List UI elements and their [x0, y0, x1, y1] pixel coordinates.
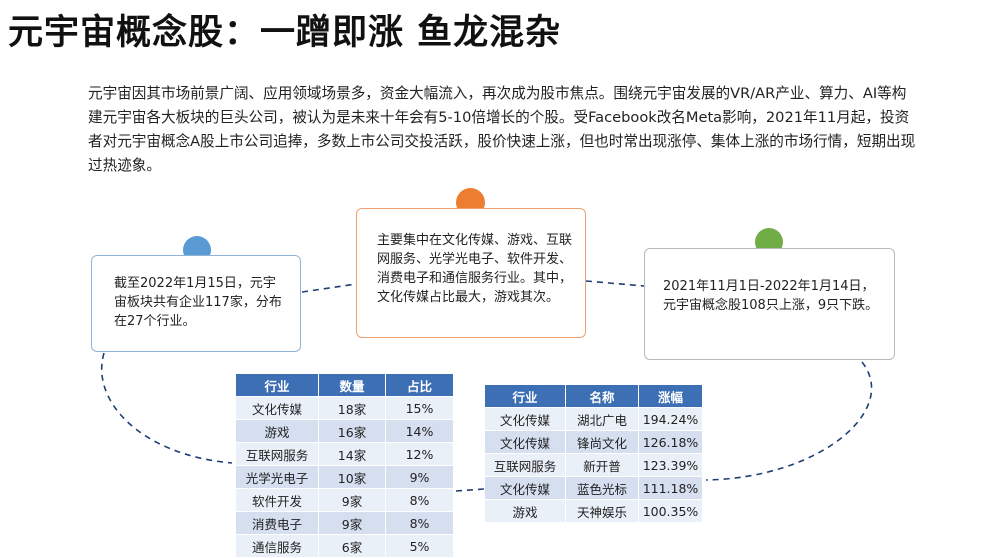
- column-header: 行业: [235, 373, 319, 397]
- cell-industry: 文化传媒: [484, 407, 566, 431]
- cell-count: 18家: [318, 396, 386, 420]
- cell-count: 16家: [318, 419, 386, 443]
- cell-count: 9家: [318, 488, 386, 512]
- table-row: 文化传媒 湖北广电 194.24%: [484, 407, 703, 431]
- table-row: 文化传媒 18家 15%: [235, 396, 454, 420]
- table-row: 光学光电子 10家 9%: [235, 465, 454, 489]
- cell-stock-name: 锋尚文化: [565, 430, 639, 454]
- cell-count: 14家: [318, 442, 386, 466]
- cell-count: 6家: [318, 534, 386, 558]
- industry-distribution-table: 行业 数量 占比 文化传媒 18家 15% 游戏 16家 14% 互联网服务 1…: [235, 373, 454, 558]
- cell-industry: 游戏: [235, 419, 319, 443]
- cell-share: 15%: [385, 396, 454, 420]
- cell-industry: 通信服务: [235, 534, 319, 558]
- cell-share: 12%: [385, 442, 454, 466]
- cell-gain: 111.18%: [638, 476, 703, 500]
- cell-industry: 软件开发: [235, 488, 319, 512]
- cell-industry: 文化传媒: [484, 430, 566, 454]
- table-header-row: 行业 数量 占比: [235, 373, 454, 397]
- cell-share: 8%: [385, 488, 454, 512]
- table-row: 互联网服务 14家 12%: [235, 442, 454, 466]
- summary-box-industries: 主要集中在文化传媒、游戏、互联网服务、光学光电子、软件开发、消费电子和通信服务行…: [356, 208, 586, 338]
- column-header: 数量: [318, 373, 386, 397]
- table-row: 文化传媒 锋尚文化 126.18%: [484, 430, 703, 454]
- cell-stock-name: 天神娱乐: [565, 499, 639, 523]
- left-arc: [100, 352, 233, 464]
- table-row: 软件开发 9家 8%: [235, 488, 454, 512]
- page-title: 元宇宙概念股：一蹭即涨 鱼龙混杂: [8, 13, 562, 53]
- connector-tables: [455, 488, 485, 492]
- table-row: 消费电子 9家 8%: [235, 511, 454, 535]
- table-row: 通信服务 6家 5%: [235, 534, 454, 558]
- cell-industry: 游戏: [484, 499, 566, 523]
- cell-stock-name: 蓝色光标: [565, 476, 639, 500]
- cell-count: 9家: [318, 511, 386, 535]
- cell-gain: 123.39%: [638, 453, 703, 477]
- cell-industry: 互联网服务: [235, 442, 319, 466]
- table-row: 互联网服务 新开普 123.39%: [484, 453, 703, 477]
- cell-gain: 126.18%: [638, 430, 703, 454]
- cell-share: 8%: [385, 511, 454, 535]
- cell-industry: 互联网服务: [484, 453, 566, 477]
- column-header: 占比: [385, 373, 454, 397]
- summary-box-enterprises: 截至2022年1月15日，元宇宙板块共有企业117家，分布在27个行业。: [91, 255, 301, 352]
- cell-count: 10家: [318, 465, 386, 489]
- top-gainers-table: 行业 名称 涨幅 文化传媒 湖北广电 194.24% 文化传媒 锋尚文化 126…: [484, 384, 703, 523]
- cell-gain: 194.24%: [638, 407, 703, 431]
- intro-paragraph: 元宇宙因其市场前景广阔、应用领域场景多，资金大幅流入，再次成为股市焦点。围绕元宇…: [88, 85, 916, 174]
- cell-industry: 消费电子: [235, 511, 319, 535]
- column-header: 行业: [484, 384, 566, 408]
- summary-box-price-change: 2021年11月1日-2022年1月14日，元宇宙概念股108只上涨，9只下跌。: [644, 248, 895, 360]
- cell-share: 9%: [385, 465, 454, 489]
- connector-middle-right: [585, 280, 645, 287]
- connector-left-middle: [301, 283, 357, 293]
- column-header: 名称: [565, 384, 639, 408]
- cell-industry: 文化传媒: [484, 476, 566, 500]
- column-header: 涨幅: [638, 384, 703, 408]
- cell-gain: 100.35%: [638, 499, 703, 523]
- table-row: 游戏 16家 14%: [235, 419, 454, 443]
- table-header-row: 行业 名称 涨幅: [484, 384, 703, 408]
- cell-share: 14%: [385, 419, 454, 443]
- table-row: 游戏 天神娱乐 100.35%: [484, 499, 703, 523]
- cell-industry: 文化传媒: [235, 396, 319, 420]
- cell-share: 5%: [385, 534, 454, 558]
- cell-stock-name: 新开普: [565, 453, 639, 477]
- cell-stock-name: 湖北广电: [565, 407, 639, 431]
- table-row: 文化传媒 蓝色光标 111.18%: [484, 476, 703, 500]
- right-arc: [705, 361, 873, 481]
- cell-industry: 光学光电子: [235, 465, 319, 489]
